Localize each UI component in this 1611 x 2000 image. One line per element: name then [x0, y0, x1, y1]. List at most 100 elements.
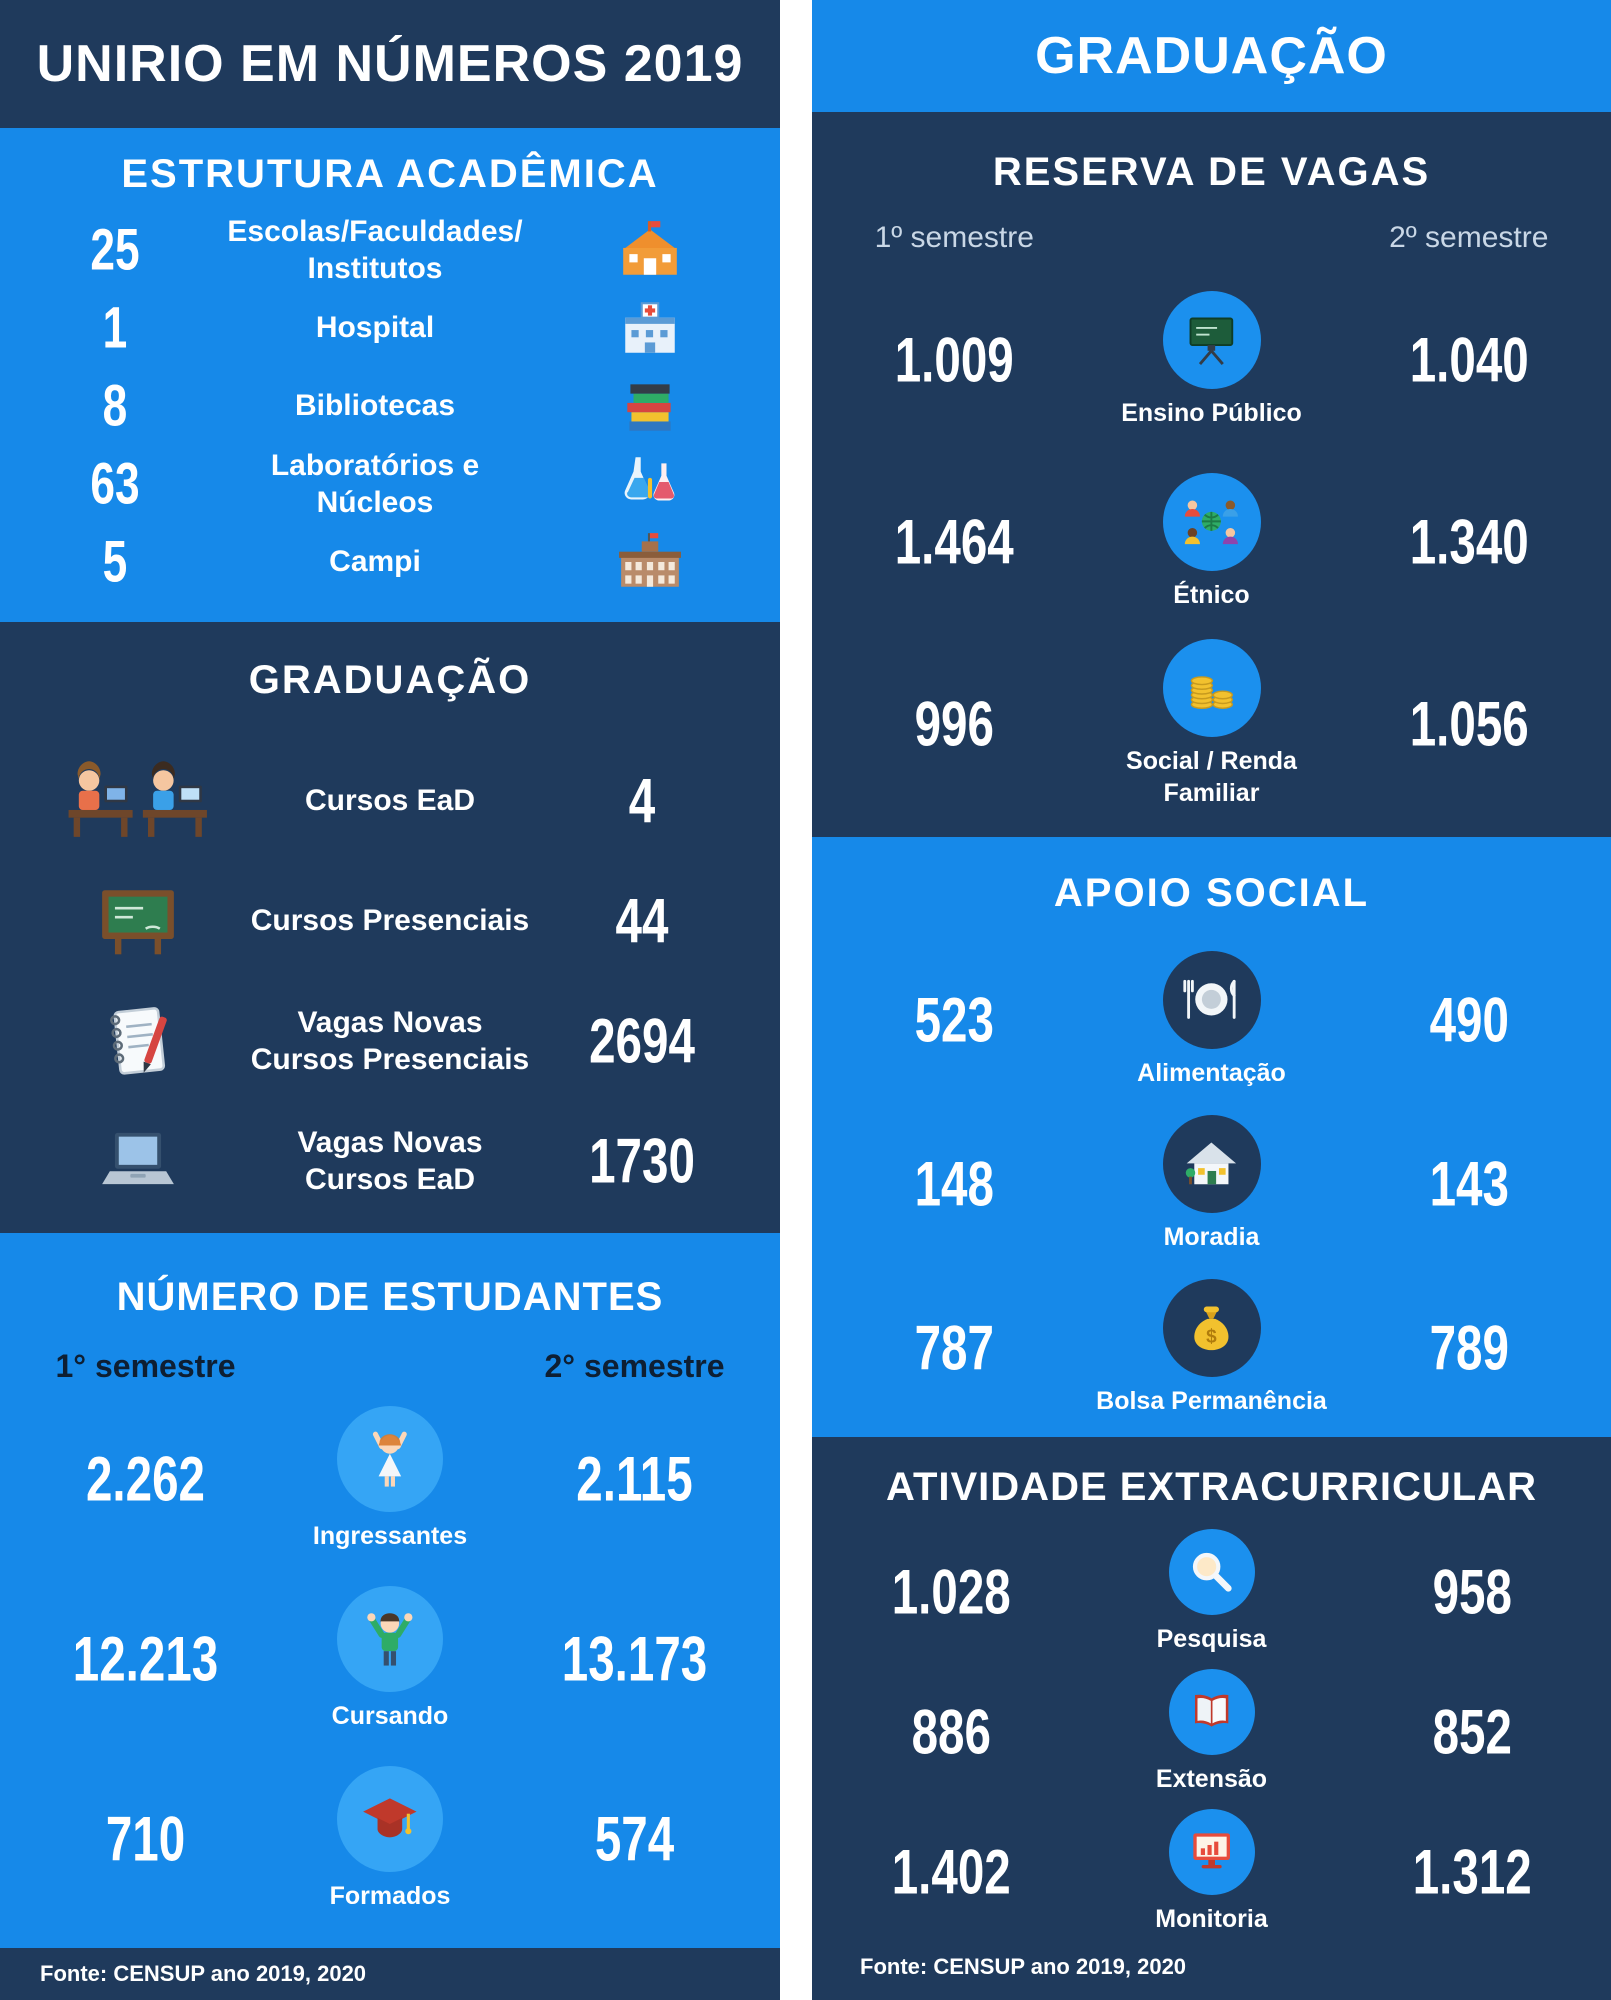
sem2-value: 852: [1432, 1696, 1512, 1768]
section-title: ESTRUTURA ACADÊMICA: [121, 152, 659, 196]
stat-label: Cursos Presenciais: [250, 904, 530, 938]
stat-row: 523 Alimentação 490: [852, 938, 1571, 1102]
sem1-value: 2.262: [85, 1443, 206, 1515]
sem2-value: 13.173: [561, 1623, 708, 1695]
section-estrutura-academica: ESTRUTURA ACADÊMICA 25 Escolas/Faculdade…: [0, 128, 780, 622]
sem1-value: 1.464: [894, 506, 1014, 578]
sem1-value: 1.028: [891, 1556, 1011, 1628]
semester-2-label: 2º semestre: [1389, 221, 1549, 254]
svg-text:$: $: [1206, 1327, 1217, 1348]
house-icon: [1162, 1114, 1261, 1213]
stat-row: 787 $ Bolsa Permanência 789: [852, 1266, 1571, 1430]
stat-label: Vagas Novas Cursos EaD: [297, 1125, 483, 1197]
stat-row: Vagas Novas Cursos EaD 1730: [48, 1101, 732, 1221]
stat-label: Campi: [329, 545, 421, 579]
student-girl-icon: [337, 1405, 443, 1512]
semester-2-label: 2° semestre: [544, 1348, 725, 1384]
sem2-value: 789: [1429, 1312, 1509, 1384]
left-column: UNIRIO EM NÚMEROS 2019 ESTRUTURA ACADÊMI…: [0, 0, 780, 2000]
stat-label: Formados: [329, 1881, 451, 1910]
school-icon: [560, 217, 740, 283]
section-atividade-extracurricular: ATIVIDADE EXTRACURRICULAR 1.028 Pesquisa…: [812, 1437, 1611, 2000]
stat-row: 1.028 Pesquisa 958: [846, 1522, 1577, 1662]
sem1-value: 996: [914, 688, 994, 760]
section-title: ATIVIDADE EXTRACURRICULAR: [886, 1465, 1537, 1509]
sem1-value: 1.402: [891, 1836, 1011, 1908]
source-footer-left: Fonte: CENSUP ano 2019, 2020: [0, 1948, 780, 2000]
stat-row: 1.402 Monitoria 1.312: [846, 1802, 1577, 1942]
stat-value: 4: [628, 765, 656, 837]
semester-header: 1º semestre 2º semestre: [852, 221, 1571, 255]
stat-label: Hospital: [315, 311, 435, 345]
stat-label: Bibliotecas: [294, 389, 456, 423]
lab-flasks-icon: [560, 451, 740, 517]
stat-label: Monitoria: [1155, 1904, 1268, 1933]
stat-value: 44: [615, 885, 669, 957]
section-title: APOIO SOCIAL: [1053, 871, 1370, 915]
stat-label: Laboratórios e Núcleos: [270, 448, 480, 520]
sem2-value: 2.115: [576, 1443, 693, 1515]
stat-value: 5: [102, 529, 128, 595]
students-computers-icon: [48, 760, 228, 842]
section-title: RESERVA DE VAGAS: [992, 150, 1431, 194]
meal-plate-icon: [1162, 950, 1261, 1049]
open-book-icon: [1168, 1668, 1255, 1755]
stat-row: 12.213 Cursando 13.173: [36, 1569, 744, 1749]
notebook-pen-icon: [48, 1000, 228, 1082]
laptop-icon: [48, 1120, 228, 1202]
stat-value: 25: [90, 217, 140, 283]
computer-monitor-icon: [1168, 1808, 1255, 1895]
stat-value: 63: [90, 451, 140, 517]
stat-label: Escolas/Faculdades/ Institutos: [227, 214, 523, 286]
section-reserva-vagas: RESERVA DE VAGAS 1º semestre 2º semestre…: [812, 112, 1611, 837]
diversity-group-icon: [1162, 472, 1261, 571]
stat-row: 25 Escolas/Faculdades/ Institutos: [40, 211, 740, 289]
semester-1-label: 1º semestre: [874, 221, 1034, 254]
section-graduacao-left: GRADUAÇÃO Cursos EaD 4 Cursos Presenciai…: [0, 622, 780, 1233]
sem2-value: 1.040: [1409, 324, 1529, 396]
stat-row: Vagas Novas Cursos Presenciais 2694: [48, 981, 732, 1101]
stat-row: 148 Moradia 143: [852, 1102, 1571, 1266]
semester-header: 1° semestre 2° semestre: [36, 1348, 744, 1385]
stat-row: 710 Formados 574: [36, 1749, 744, 1929]
source-text: Fonte: CENSUP ano 2019, 2020: [40, 1961, 367, 1986]
sem1-value: 710: [105, 1803, 186, 1875]
magnifier-icon: [1168, 1528, 1255, 1615]
stat-row: 8 Bibliotecas: [40, 367, 740, 445]
sem1-value: 523: [914, 984, 994, 1056]
sem1-value: 787: [914, 1312, 994, 1384]
stat-row: 2.262 Ingressantes 2.115: [36, 1389, 744, 1569]
stat-row: 1.009 Ensino Público 1.040: [852, 269, 1571, 451]
coins-icon: [1162, 638, 1261, 737]
section-title: NÚMERO DE ESTUDANTES: [116, 1275, 664, 1319]
sem2-value: 1.312: [1412, 1836, 1532, 1908]
sem1-value: 148: [914, 1148, 994, 1220]
stat-value: 1730: [589, 1125, 695, 1197]
sem1-value: 886: [911, 1696, 991, 1768]
stat-label: Social / Renda Familiar: [1126, 746, 1297, 808]
stat-row: 996 Social / Renda Familiar 1.056: [852, 633, 1571, 815]
stat-row: 5 Campi: [40, 523, 740, 601]
campus-building-icon: [560, 529, 740, 595]
stat-row: Cursos EaD 4: [48, 741, 732, 861]
stat-label: Bolsa Permanência: [1096, 1386, 1327, 1415]
section-title: GRADUAÇÃO: [248, 658, 532, 702]
section-apoio-social: APOIO SOCIAL 523 Alimentação 490 148: [812, 837, 1611, 1437]
stat-label: Étnico: [1173, 580, 1250, 609]
semester-1-label: 1° semestre: [55, 1348, 236, 1384]
sem1-value: 12.213: [72, 1623, 219, 1695]
sem1-value: 1.009: [894, 324, 1014, 396]
stat-label: Ingressantes: [312, 1521, 468, 1550]
stat-label: Moradia: [1163, 1222, 1260, 1251]
sem2-value: 490: [1429, 984, 1509, 1056]
stat-row: 1 Hospital: [40, 289, 740, 367]
right-title: GRADUAÇÃO: [1035, 27, 1388, 85]
stat-label: Cursos EaD: [304, 784, 476, 818]
stat-label: Cursando: [331, 1701, 449, 1730]
right-column: GRADUAÇÃO RESERVA DE VAGAS 1º semestre 2…: [812, 0, 1611, 2000]
column-gutter: [780, 0, 812, 2000]
hospital-icon: [560, 295, 740, 361]
stat-row: Cursos Presenciais 44: [48, 861, 732, 981]
stat-label: Alimentação: [1137, 1058, 1286, 1087]
